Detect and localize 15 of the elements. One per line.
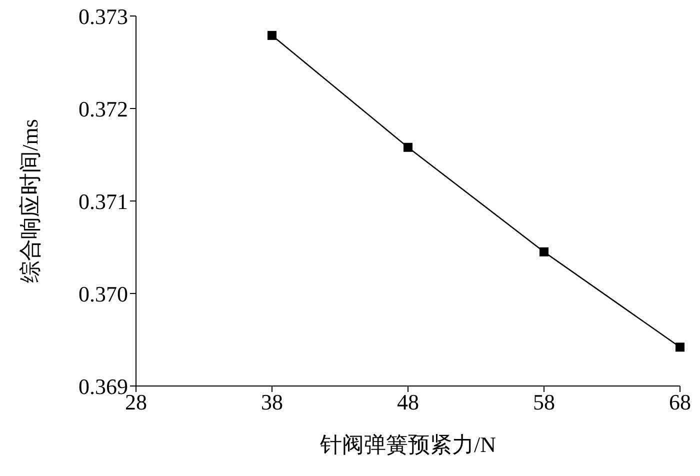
y-axis-title: 综合响应时间/ms bbox=[18, 119, 42, 283]
point bbox=[268, 30, 276, 40]
x-tick-label: 48 bbox=[397, 390, 419, 415]
x-tick-label: 38 bbox=[261, 390, 283, 415]
point bbox=[404, 142, 412, 152]
y-tick-label: 0.371 bbox=[78, 188, 128, 214]
x-tick-label: 58 bbox=[533, 390, 555, 415]
point bbox=[540, 247, 548, 256]
y-tick-label: 0.372 bbox=[78, 96, 128, 122]
point bbox=[676, 342, 684, 352]
y-tick-label: 0.373 bbox=[78, 4, 128, 29]
x-tick-label: 68 bbox=[669, 390, 691, 415]
y-tick-label: 0.369 bbox=[78, 374, 128, 399]
x-axis-title: 针阀弹簧预紧力/N bbox=[319, 432, 496, 457]
y-tick-label: 0.370 bbox=[78, 281, 128, 306]
